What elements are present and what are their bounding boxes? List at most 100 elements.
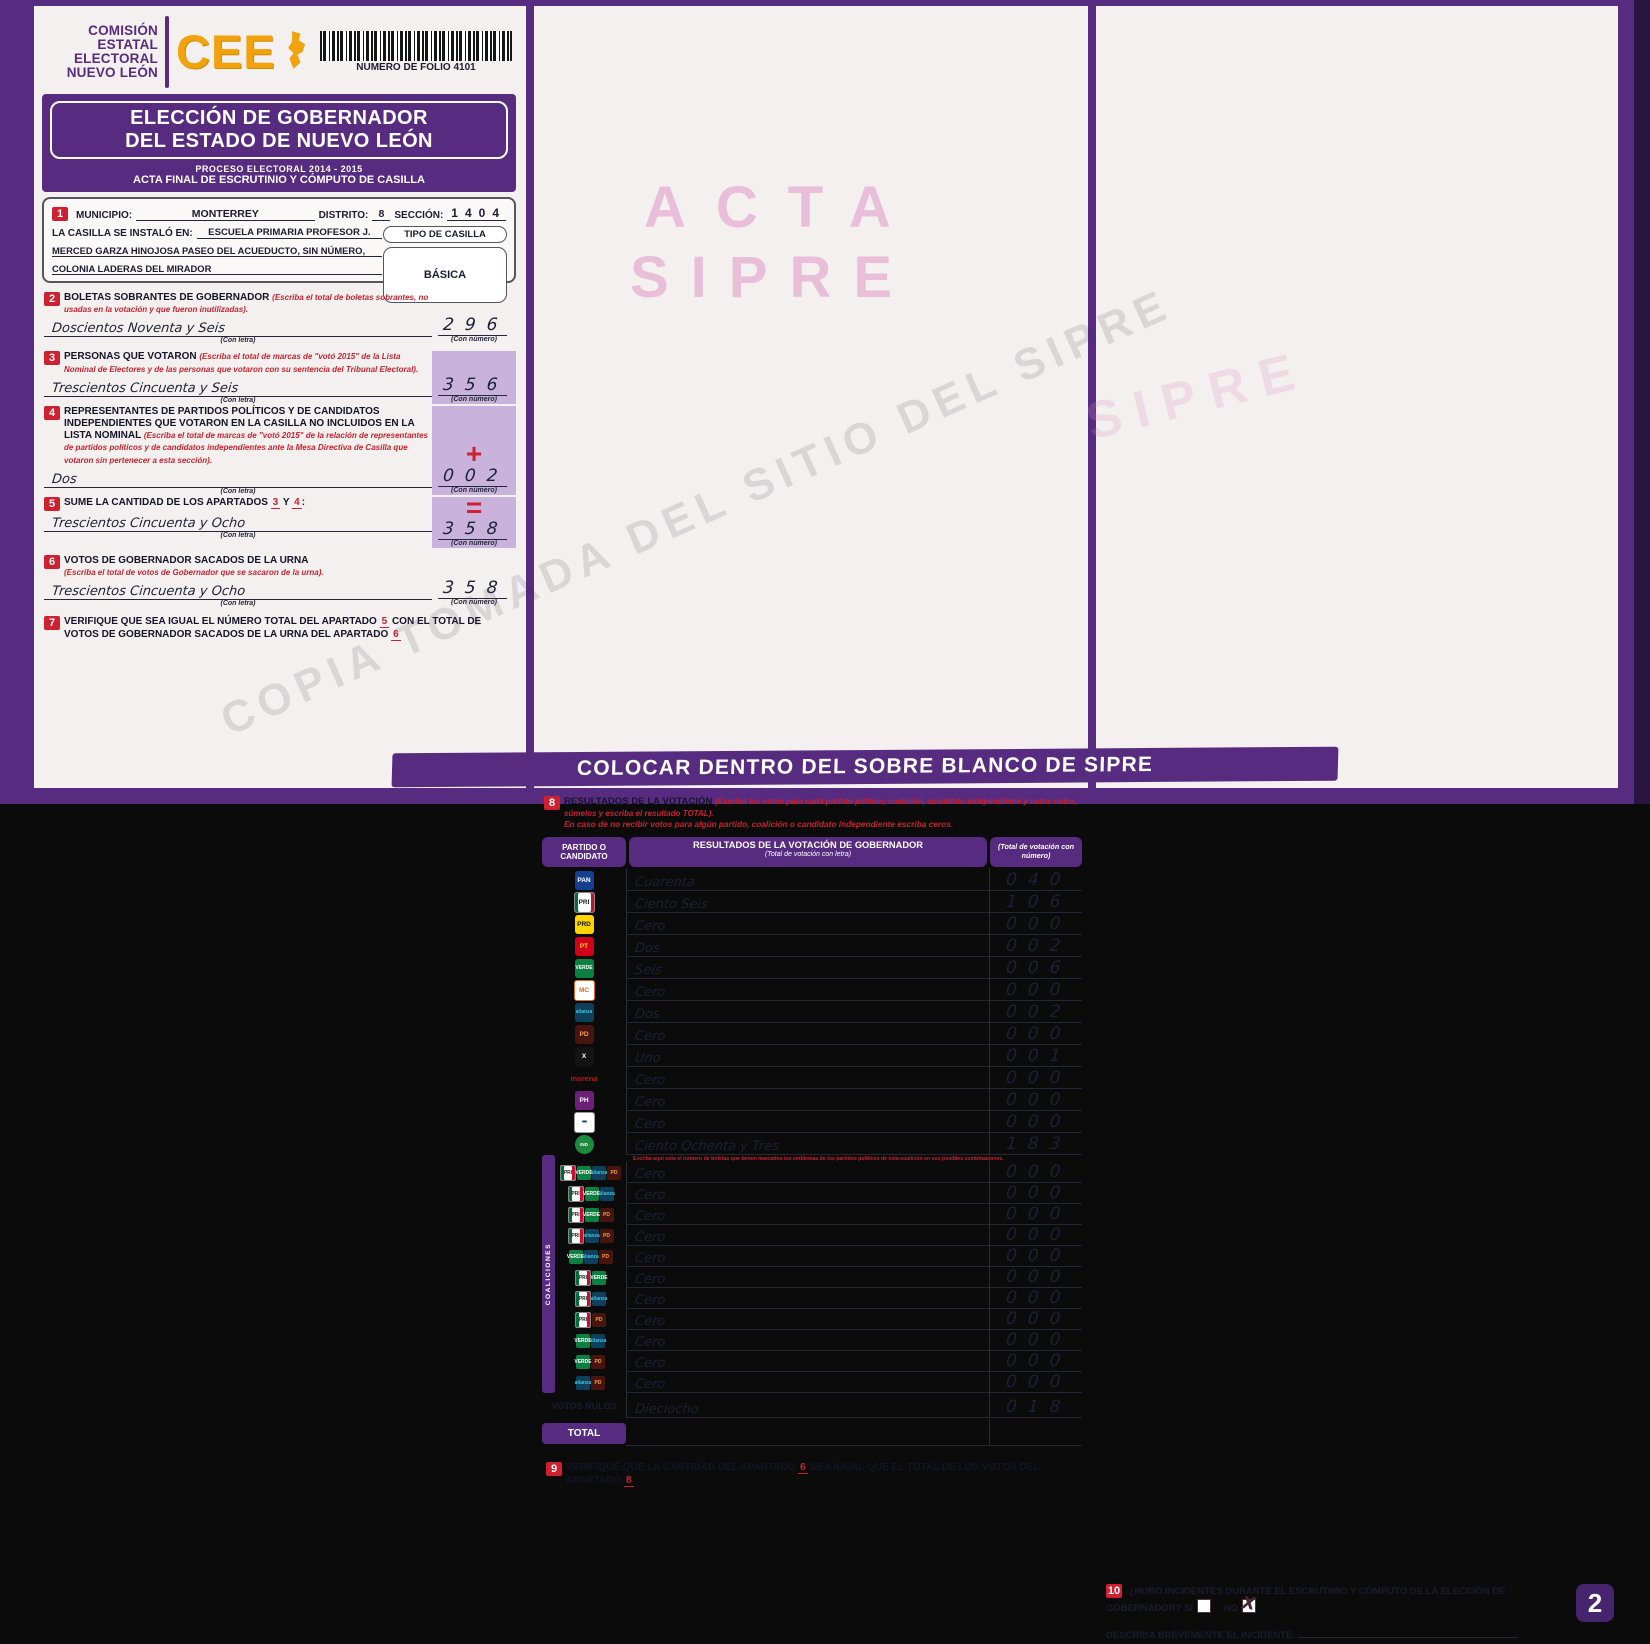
result-letra: Cero xyxy=(627,912,989,936)
result-row-pt: PT Dos 002 xyxy=(542,934,1082,958)
result-numero: 106 xyxy=(989,890,1082,914)
pri-logo: PRI xyxy=(575,1290,591,1307)
result-letra: Ciento Ochenta y Tres xyxy=(627,1132,989,1156)
col-resultados-title: RESULTADOS DE LA VOTACIÓN DE GOBERNADOR xyxy=(692,840,923,851)
coalition-numero: 000 xyxy=(989,1287,1082,1310)
results-table-header: PARTIDO O CANDIDATO RESULTADOS DE LA VOT… xyxy=(542,837,1082,868)
section-10-badge: 10 xyxy=(1106,1584,1122,1598)
coalition-numero: 000 xyxy=(989,1350,1082,1373)
section-8-title: RESULTADOS DE LA VOTACIÓN xyxy=(564,796,713,807)
section-4-note: (Escriba el total de marcas de "votó 201… xyxy=(64,431,428,465)
con-letra-caption: (Con letra) xyxy=(220,396,256,404)
verde-logo: VERDE xyxy=(574,958,594,978)
coalition-row-4: PRI alianza PD Cero 000 xyxy=(555,1224,1082,1247)
verde-logo: VERDE xyxy=(590,1270,608,1285)
distrito-value: 8 xyxy=(372,208,391,221)
result-party-cell: IND xyxy=(542,1133,627,1156)
representantes-letra: Dos xyxy=(51,471,78,487)
pri-logo: PRI xyxy=(575,1269,591,1286)
section-9-badge: 9 xyxy=(546,1462,562,1477)
total-label: TOTAL xyxy=(542,1422,626,1444)
cee-logo: CEE xyxy=(176,25,276,79)
votos-urna-numero: 358 xyxy=(438,578,510,600)
coalition-party-cell: PRI VERDE PD xyxy=(555,1204,627,1226)
verde-logo: VERDE xyxy=(574,1354,592,1369)
votos-nulos-label: VOTOS NULOS xyxy=(551,1400,617,1411)
result-letra: Uno xyxy=(627,1044,989,1068)
coalition-row-1: PRI VERDE alianza PD Cero 000 xyxy=(555,1161,1082,1184)
result-row-humanista: PH Cero 000 xyxy=(542,1088,1082,1112)
municipio-label: MUNICIPIO: xyxy=(76,210,133,221)
page-number: 2 xyxy=(1576,1584,1614,1622)
section-2-badge: 2 xyxy=(44,292,60,306)
result-row-mc: MC Cero 000 xyxy=(542,978,1082,1002)
col-total-numero: (Total de votación con número) xyxy=(990,837,1082,868)
suma-letra: Trescientos Cincuenta y Ocho xyxy=(51,515,246,531)
pri-logo: PRI xyxy=(567,1185,584,1202)
barcode xyxy=(320,31,512,61)
con-numero-caption: (Con número) xyxy=(451,599,497,607)
column-divider-1 xyxy=(526,6,534,788)
coalition-row-11: alianza PD Cero 000 xyxy=(555,1371,1082,1394)
result-numero: 002 xyxy=(989,934,1082,958)
coalition-row-7: PRI alianza Cero 000 xyxy=(555,1287,1082,1310)
coalition-letra: Cero xyxy=(627,1287,989,1310)
coaliciones-strip: COALICIONES xyxy=(542,1155,555,1394)
result-letra: Cero xyxy=(627,1088,989,1112)
result-numero: 000 xyxy=(989,978,1082,1002)
coalition-letra: Cero xyxy=(627,1203,989,1226)
mc-logo: MC xyxy=(573,979,595,1001)
section-7-text-2: CON EL TOTAL DE VOTOS DE GOBERNADOR SACA… xyxy=(64,616,482,640)
no-x-mark: X xyxy=(1240,1593,1257,1615)
section-5-colon: : xyxy=(301,496,306,508)
incidente-blank-1 xyxy=(1298,1625,1519,1638)
section-2-note: (Escriba el total de boletas sobrantes, … xyxy=(64,293,429,315)
pri-logo: PRI xyxy=(560,1164,576,1181)
section-1-badge: 1 xyxy=(52,207,68,221)
section-8-note-2: En caso de no recibir votos para algún p… xyxy=(564,819,954,830)
con-numero-caption: (Con número) xyxy=(451,540,497,548)
verde-logo: VERDE xyxy=(583,1186,600,1201)
section-3-note: (Escriba el total de marcas de "votó 201… xyxy=(64,352,419,374)
result-party-cell: VERDE xyxy=(542,957,627,980)
column-divider-2 xyxy=(1088,6,1096,788)
coalition-numero: 000 xyxy=(989,1266,1082,1289)
coalition-letra: Cero xyxy=(627,1308,989,1331)
alianza-logo: alianza xyxy=(582,1249,599,1264)
section-3-badge: 3 xyxy=(44,351,60,366)
democrata-logo: PD xyxy=(574,1024,594,1044)
section-9-verifique: 9 VERIFIQUE QUE LA CANTIDAD DEL APARTADO… xyxy=(540,1462,1084,1487)
coalition-numero: 000 xyxy=(989,1371,1082,1394)
middle-column: 8 RESULTADOS DE LA VOTACIÓN (Escriba los… xyxy=(540,788,1084,1570)
personas-votaron-numero: 356 xyxy=(438,374,510,396)
coalition-numero: 000 xyxy=(989,1224,1082,1247)
section-6-note: (Escriba el total de votos de Gobernador… xyxy=(64,568,324,578)
section-2-boletas-sobrantes: 2 BOLETAS SOBRANTES DE GOBERNADOR (Escri… xyxy=(40,292,518,344)
section-3-personas-votaron: 3 PERSONAS QUE VOTARON (Escriba el total… xyxy=(40,351,518,404)
verde-logo: VERDE xyxy=(583,1207,600,1222)
result-party-cell: PRI xyxy=(542,891,627,914)
coalition-row-3: PRI VERDE PD Cero 000 xyxy=(555,1203,1082,1226)
result-row-independiente: IND Ciento Ochenta y Tres 183 xyxy=(542,1132,1082,1156)
coalition-letra: Cero xyxy=(627,1161,989,1184)
alianza-logo: alianza xyxy=(598,1186,615,1201)
section-10-incidentes: 10 ¿HUBO INCIDENTES DURANTE EL ESCRUTINI… xyxy=(1100,1570,1602,1644)
result-party-cell: X xyxy=(542,1045,627,1068)
coalition-letra: Cero xyxy=(627,1224,989,1247)
instalada-label: LA CASILLA SE INSTALÓ EN: xyxy=(52,228,193,239)
watermark-sipre: SIPRE xyxy=(630,245,915,310)
section-5-title: SUME LA CANTIDAD DE LOS APARTADOS xyxy=(64,496,268,508)
acta-label: ACTA FINAL DE ESCRUTINIO Y CÓMPUTO DE CA… xyxy=(133,174,425,186)
col-partido-candidato: PARTIDO O CANDIDATO xyxy=(542,837,626,868)
result-numero: 002 xyxy=(989,1000,1082,1024)
tipo-casilla-value: BÁSICA xyxy=(383,247,507,303)
result-row-pri: PRI Ciento Seis 106 xyxy=(542,890,1082,914)
result-party-cell: PRD xyxy=(542,913,627,936)
result-numero: 040 xyxy=(989,868,1082,892)
no-checkbox: X xyxy=(1241,1593,1257,1615)
masthead-divider xyxy=(165,16,169,88)
coalition-party-cell: VERDE alianza xyxy=(555,1330,627,1352)
process-label: PROCESO ELECTORAL 2014 - 2015 xyxy=(195,164,363,174)
acta-sheet: ACTA SIPRE SIPRE COPIA TOMADA DEL SITIO … xyxy=(34,6,1618,1641)
no-label: NO xyxy=(1223,1602,1238,1614)
